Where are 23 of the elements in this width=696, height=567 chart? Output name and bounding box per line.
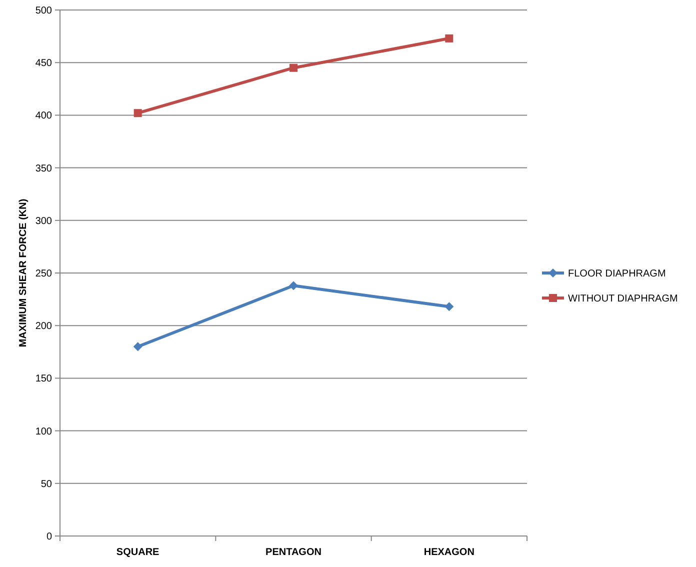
- x-tick-label: SQUARE: [116, 547, 160, 558]
- point: [445, 34, 454, 42]
- y-tick-label: 200: [35, 321, 52, 332]
- point: [290, 64, 298, 72]
- legend-label: WITHOUT DIAPHRAGM: [568, 294, 678, 304]
- point: [133, 342, 142, 352]
- point: [444, 302, 454, 312]
- y-tick-label: 150: [35, 374, 52, 385]
- y-tick-label: 0: [46, 532, 52, 542]
- y-tick-label: 500: [35, 6, 52, 16]
- point: [134, 109, 142, 118]
- y-tick-label: 350: [35, 163, 52, 174]
- y-tick-label: 250: [35, 268, 52, 280]
- x-tick-label: PENTAGON: [266, 547, 322, 558]
- y-tick-label: 50: [40, 478, 52, 490]
- point: [289, 281, 298, 290]
- legend-label: FLOOR DIAPHRAGM: [568, 268, 666, 280]
- y-axis-title: MAXIMUM SHEAR FORCE (KN): [18, 198, 29, 348]
- y-tick-label: 400: [35, 110, 52, 122]
- y-tick-label: 450: [35, 58, 52, 70]
- y-tick-label: 300: [35, 216, 52, 227]
- y-tick-label: 100: [35, 426, 52, 438]
- x-tick-label: HEXAGON: [424, 547, 474, 558]
